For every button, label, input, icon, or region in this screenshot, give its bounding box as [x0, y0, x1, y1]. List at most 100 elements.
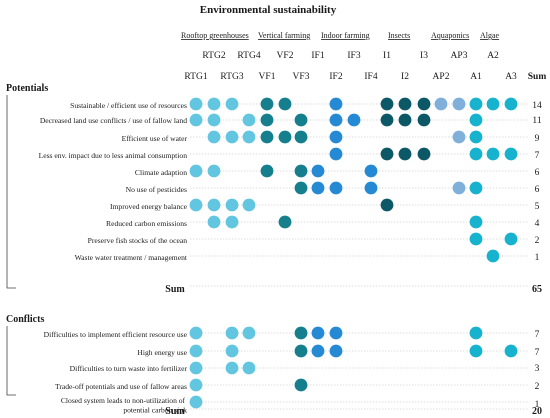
row-sum: 5 — [535, 202, 540, 212]
conflicts-row-sums: 7 7 3 2 1 — [535, 330, 540, 410]
mark-dot-a1 — [469, 215, 483, 229]
mark-dot-i1 — [380, 198, 394, 212]
mark-dot-rtg2 — [207, 164, 221, 178]
mark-dot-vf1 — [260, 164, 274, 178]
group-algae: Algae — [480, 31, 500, 40]
group-rooftop-greenhouses: Rooftop greenhouses — [181, 31, 249, 40]
mark-dot-rtg1 — [189, 344, 203, 358]
diagram-title: Environmental sustainability — [200, 4, 337, 16]
mark-dot-a2 — [486, 249, 500, 263]
row-label-line: potential carbon sink — [123, 406, 187, 415]
row-label: Preserve fish stocks of the ocean — [88, 236, 188, 245]
mark-dot-vf3 — [294, 164, 308, 178]
col-label-if2: IF2 — [329, 72, 342, 82]
mark-dot-if1 — [311, 164, 325, 178]
row-sum: 14 — [532, 101, 542, 111]
mark-dot-rtg1 — [189, 326, 203, 340]
row-sum: 6 — [535, 168, 540, 178]
mark-dot-a1 — [469, 232, 483, 246]
col-label-i3: I3 — [420, 51, 428, 61]
conflicts-total-value: 20 — [532, 406, 542, 417]
mark-dot-if2 — [329, 130, 343, 144]
mark-dot-ap3 — [452, 130, 466, 144]
mark-dot-vf3 — [294, 130, 308, 144]
mark-dot-rtg2 — [207, 97, 221, 111]
mark-dot-vf3 — [294, 181, 308, 195]
row-label-line: Closed system leads to non-utilization o… — [61, 396, 186, 405]
grid-lines — [190, 103, 528, 410]
row-label: Reduced carbon emissions — [106, 219, 187, 228]
mark-dot-rtg1 — [189, 361, 203, 375]
conflicts-total-label: Sum — [165, 406, 185, 417]
row-sum: 1 — [535, 253, 540, 263]
mark-dot-rtg3 — [225, 215, 239, 229]
mark-dot-if4 — [364, 164, 378, 178]
mark-dot-if1 — [311, 344, 325, 358]
col-label-rtg4: RTG4 — [237, 51, 260, 61]
mark-dot-a3 — [504, 97, 518, 111]
mark-dot-i2 — [398, 113, 412, 127]
col-label-rtg1: RTG1 — [184, 72, 207, 82]
mark-dot-vf2 — [278, 130, 292, 144]
mark-dot-vf3 — [294, 113, 308, 127]
mark-dot-vf3 — [294, 344, 308, 358]
mark-dot-a3 — [504, 232, 518, 246]
row-label: Efficient use of water — [122, 134, 188, 143]
col-label-ap3: AP3 — [451, 51, 468, 61]
potentials-bracket — [6, 95, 16, 289]
mark-dot-if4 — [364, 181, 378, 195]
mark-dot-rtg1 — [189, 198, 203, 212]
mark-dot-i3 — [417, 147, 431, 161]
mark-dot-rtg1 — [189, 395, 203, 409]
row-sum: 2 — [535, 382, 540, 392]
mark-dot-rtg3 — [225, 97, 239, 111]
mark-dot-ap3 — [452, 181, 466, 195]
mark-dot-rtg4 — [242, 326, 256, 340]
mark-dot-a1 — [469, 147, 483, 161]
mark-dot-a3 — [504, 147, 518, 161]
row-sum: 1 — [535, 400, 540, 410]
mark-dot-rtg1 — [189, 113, 203, 127]
row-label: Waste water treatment / management — [75, 253, 188, 262]
mark-dot-rtg1 — [189, 97, 203, 111]
mark-dot-ap3 — [452, 97, 466, 111]
mark-dot-a1 — [469, 113, 483, 127]
col-label-rtg3: RTG3 — [220, 72, 243, 82]
column-labels-top: RTG2 RTG4 VF2 IF1 IF3 I1 I3 AP3 A2 — [202, 51, 499, 61]
mark-dot-rtg2 — [207, 113, 221, 127]
mark-dot-rtg1 — [189, 378, 203, 392]
mark-dot-rtg3 — [225, 326, 239, 340]
mark-dot-a2 — [486, 97, 500, 111]
row-sum: 4 — [535, 219, 540, 229]
mark-dot-if2 — [329, 326, 343, 340]
row-label: Sustainable / efficient use of resources — [70, 101, 187, 110]
row-sum: 6 — [535, 185, 540, 195]
potentials-row-sums: 14 11 9 7 6 6 5 4 2 1 — [532, 101, 542, 263]
mark-dot-ap2 — [434, 97, 448, 111]
mark-dot-if2 — [329, 97, 343, 111]
mark-dot-rtg2 — [207, 130, 221, 144]
row-label: Improved energy balance — [110, 202, 188, 211]
mark-dot-i3 — [417, 113, 431, 127]
row-label: Difficulties to turn waste into fertiliz… — [70, 364, 188, 373]
col-label-a1: A1 — [470, 72, 482, 82]
row-sum: 2 — [535, 236, 540, 246]
mark-dot-rtg4 — [242, 113, 256, 127]
section-title-conflicts: Conflicts — [6, 314, 44, 325]
group-aquaponics: Aquaponics — [431, 31, 469, 40]
row-label: Closed system leads to non-utilization o… — [61, 396, 187, 415]
col-label-ap2: AP2 — [433, 72, 450, 82]
row-label: Trade-off potentials and use of fallow a… — [55, 382, 187, 391]
col-label-i2: I2 — [401, 72, 409, 82]
row-sum: 7 — [535, 151, 540, 161]
mark-dot-vf2 — [278, 97, 292, 111]
mark-dot-if2 — [329, 344, 343, 358]
col-label-vf2: VF2 — [277, 51, 294, 61]
col-label-vf1: VF1 — [259, 72, 276, 82]
row-sum: 3 — [535, 364, 540, 374]
row-label: Decreased land use conflicts / use of fa… — [40, 116, 187, 125]
group-labels: Rooftop greenhouses Vertical farming Ind… — [181, 31, 500, 40]
mark-dot-if2 — [329, 181, 343, 195]
mark-dot-a1 — [469, 130, 483, 144]
